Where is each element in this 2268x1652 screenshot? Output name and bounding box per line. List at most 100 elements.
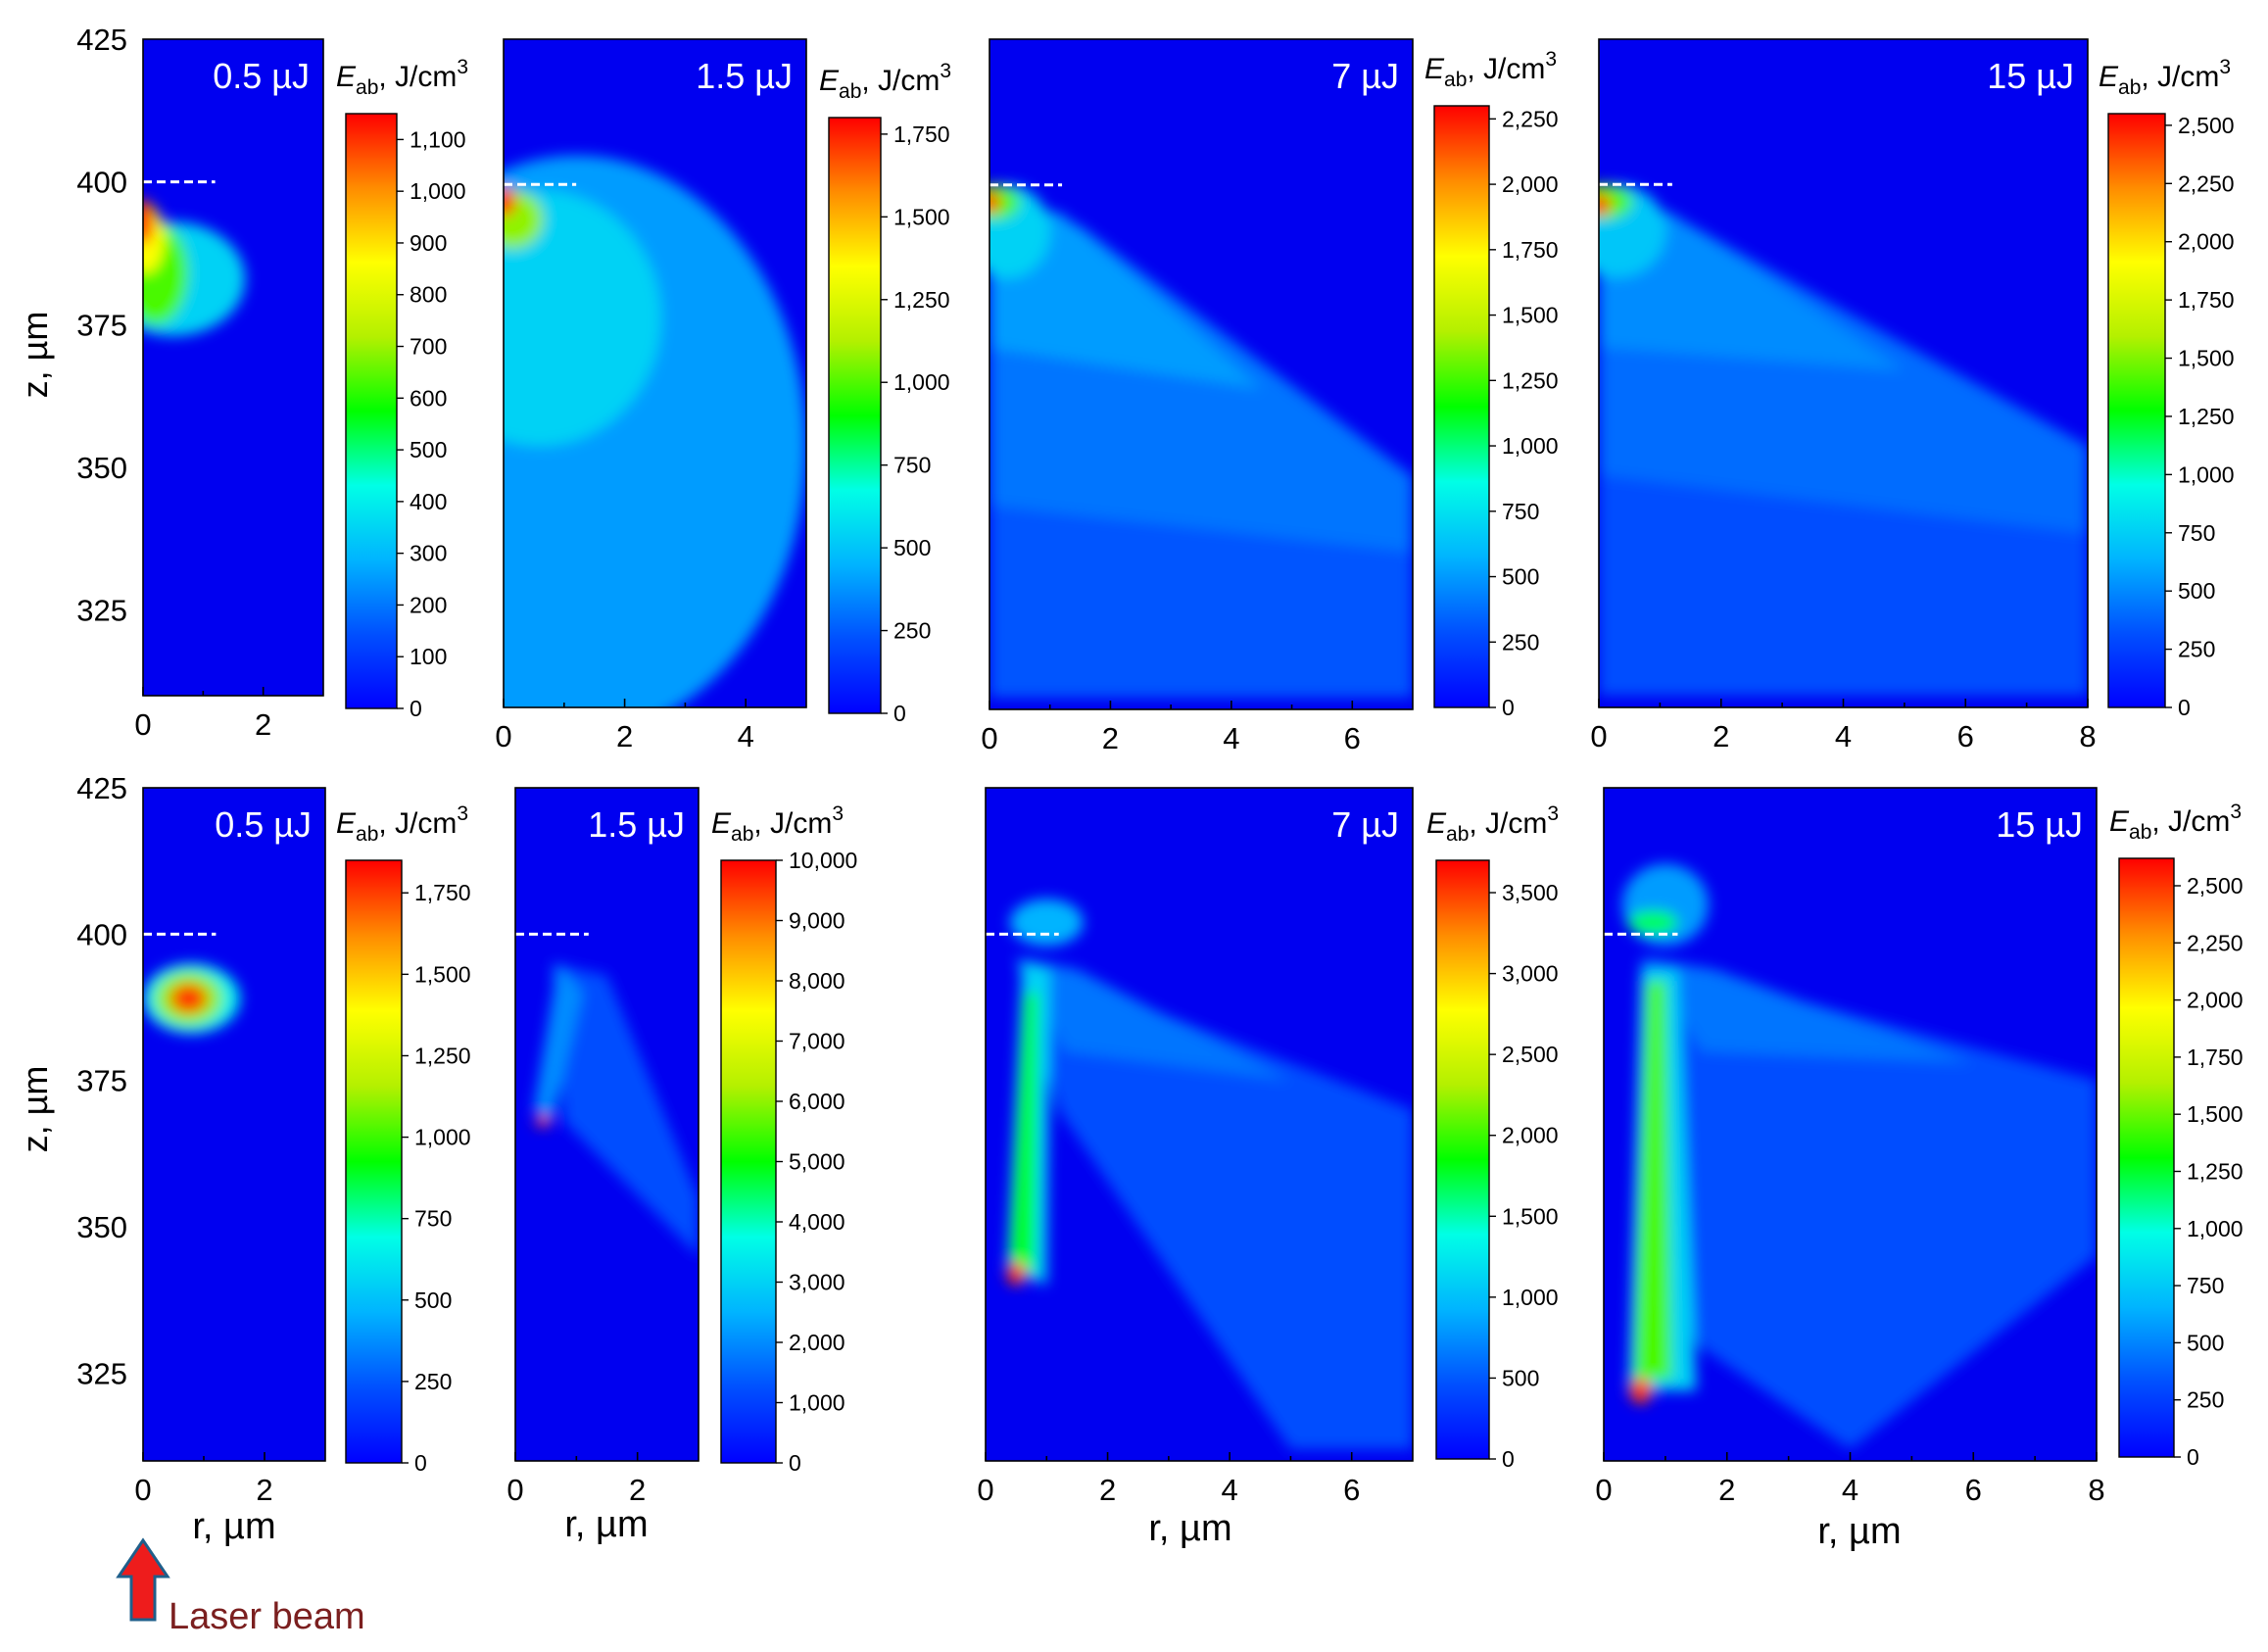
x-tick-label: 6 <box>1344 721 1361 755</box>
colorbar-tick-label: 9,000 <box>789 908 845 934</box>
colorbar-tick-label: 2,250 <box>2187 930 2244 955</box>
colorbar-tick-label: 1,500 <box>1502 1203 1559 1229</box>
panel-3: 0 2 4 6 7 µJ 0 250 500 750 1,000 1,250 1,500 1,750 2,… <box>981 38 1559 755</box>
heatmap-region <box>989 196 1262 389</box>
colorbar-tick-label: 1,750 <box>2178 287 2235 313</box>
x-tick-label: 0 <box>495 719 511 753</box>
colorbar-gradient <box>345 113 398 709</box>
x-axis-label: r, µm <box>192 1506 275 1547</box>
colorbar-tick-label: 700 <box>410 334 447 360</box>
colorbar-tick-label: 500 <box>1502 1365 1539 1390</box>
colorbar-gradient <box>828 117 882 714</box>
x-tick-label: 2 <box>1718 1473 1735 1507</box>
colorbar-tick-label: 2,500 <box>1502 1042 1559 1067</box>
colorbar-tick-label: 1,500 <box>2178 346 2235 371</box>
heatmap-region <box>1016 957 1413 1450</box>
colorbar-tick-label: 2,000 <box>1502 171 1559 197</box>
y-tick-label: 425 <box>76 771 127 805</box>
colorbar-tick-label: 800 <box>410 282 447 308</box>
colorbar-tick-label: 500 <box>414 1288 452 1313</box>
colorbar-tick-label: 0 <box>414 1450 427 1476</box>
x-tick-label: 0 <box>1590 719 1607 753</box>
heatmap-region <box>504 190 661 447</box>
colorbar-title: Eab, J/cm3 <box>819 60 951 103</box>
colorbar-tick-label: 0 <box>893 701 906 726</box>
heatmap-region <box>1640 957 1974 1063</box>
x-tick-label: 4 <box>738 719 754 753</box>
plot-frame <box>503 38 807 708</box>
x-axis-label: r, µm <box>1817 1511 1901 1552</box>
heatmap-region <box>989 184 1020 220</box>
laser-beam-arrow-icon <box>116 1537 170 1622</box>
x-axis-label: r, µm <box>1148 1508 1231 1549</box>
colorbar-tick-label: 5,000 <box>789 1149 845 1175</box>
colorbar-gradient <box>720 859 777 1464</box>
heatmap-field <box>504 155 806 707</box>
panel-7: 0 2 4 6 7 µJ 0 500 1,000 1,500 2,000 2,500 3,000 3,5… <box>977 787 1559 1507</box>
colorbar-title: Eab, J/cm3 <box>336 56 468 99</box>
panel-4: 0 2 4 6 8 15 µJ 0 250 500 750 1,000 1,250 1,500 1,750… <box>1590 38 2235 753</box>
colorbar-tick-label: 1,250 <box>2187 1158 2244 1184</box>
heatmap-region <box>1599 194 1612 216</box>
energy-label: 15 µJ <box>1987 56 2074 96</box>
heatmap-region <box>1006 1261 1026 1286</box>
colorbar-gradient <box>2107 113 2166 708</box>
colorbar-tick-label: 750 <box>893 453 931 478</box>
x-tick-label: 4 <box>1222 1473 1238 1507</box>
colorbar-tick-label: 7,000 <box>789 1029 845 1054</box>
colorbar-tick-label: 600 <box>410 385 447 411</box>
colorbar-tick-label: 250 <box>893 618 931 644</box>
colorbar-tick-label: 1,250 <box>414 1043 471 1068</box>
heatmap-field <box>1006 899 1413 1450</box>
colorbar-tick-label: 2,000 <box>1502 1123 1559 1148</box>
colorbar-tick-label: 500 <box>2187 1330 2224 1355</box>
energy-label: 1.5 µJ <box>588 804 685 845</box>
plot-frame <box>142 38 324 697</box>
colorbar-tick-label: 3,000 <box>1502 961 1559 987</box>
colorbar-tick-label: 750 <box>2187 1273 2224 1298</box>
colorbar-tick-label: 200 <box>410 592 447 617</box>
y-axis-label: z, µm <box>15 1066 55 1153</box>
y-tick-label: 400 <box>76 917 127 951</box>
colorbar-tick-label: 0 <box>2187 1444 2199 1470</box>
panel-6: 0 2 1.5 µJ 0 1,000 2,000 3,000 4,000 5,000 6,000 7… <box>507 787 857 1507</box>
colorbar-tick-label: 0 <box>2178 695 2191 720</box>
panel-1: 325 350 375 400 425 0 2 0.5 µJ 0 100 200 300 400 500 6… <box>76 23 468 742</box>
heatmap-region <box>989 191 1001 214</box>
colorbar-tick-label: 1,000 <box>1502 433 1559 459</box>
heatmap-region <box>1016 957 1291 1081</box>
y-tick-label: 325 <box>76 1356 127 1390</box>
colorbar-tick-label: 1,000 <box>789 1390 845 1416</box>
colorbar-tick-label: 1,000 <box>893 369 950 395</box>
heatmap-region <box>504 187 516 217</box>
colorbar-tick-label: 6,000 <box>789 1089 845 1114</box>
colorbar-tick-label: 250 <box>2187 1387 2224 1413</box>
x-tick-label: 6 <box>1957 719 1974 753</box>
x-tick-label: 6 <box>1965 1473 1982 1507</box>
colorbar-tick-label: 1,000 <box>2178 462 2235 487</box>
x-tick-label: 6 <box>1343 1473 1360 1507</box>
y-tick-label: 375 <box>76 308 127 342</box>
y-axis-label: z, µm <box>15 312 55 399</box>
colorbar-tick-label: 2,250 <box>1502 106 1559 131</box>
colorbar-gradient <box>2118 857 2175 1458</box>
colorbar-tick-label: 750 <box>414 1206 452 1232</box>
colorbar-tick-label: 1,750 <box>1502 237 1559 263</box>
colorbar-tick-label: 750 <box>1502 499 1539 524</box>
heatmap-field <box>1621 863 2097 1450</box>
x-tick-label: 2 <box>1102 721 1119 755</box>
colorbar: 0 250 500 750 1,000 1,250 1,500 1,750 Eab, J/cm3 <box>336 802 471 1476</box>
x-axis-label: r, µm <box>564 1504 648 1545</box>
colorbar-tick-label: 1,250 <box>2178 404 2235 429</box>
energy-label: 0.5 µJ <box>213 56 310 96</box>
colorbar-tick-label: 500 <box>893 535 931 560</box>
heatmap-background <box>143 39 323 696</box>
colorbar-tick-label: 1,750 <box>2187 1045 2244 1070</box>
colorbar-tick-label: 500 <box>2178 578 2215 604</box>
x-tick-label: 2 <box>255 707 271 742</box>
colorbar-tick-label: 2,500 <box>2187 873 2244 899</box>
x-tick-label: 0 <box>981 721 997 755</box>
panel-5: 325 350 375 400 425 0 2 0.5 µJ 0 250 500 750 1,000 1,… <box>76 771 470 1507</box>
colorbar: 0 100 200 300 400 500 600 700 800 900 1,000 1,100 Ea… <box>336 56 468 721</box>
colorbar-tick-label: 1,750 <box>414 880 471 905</box>
